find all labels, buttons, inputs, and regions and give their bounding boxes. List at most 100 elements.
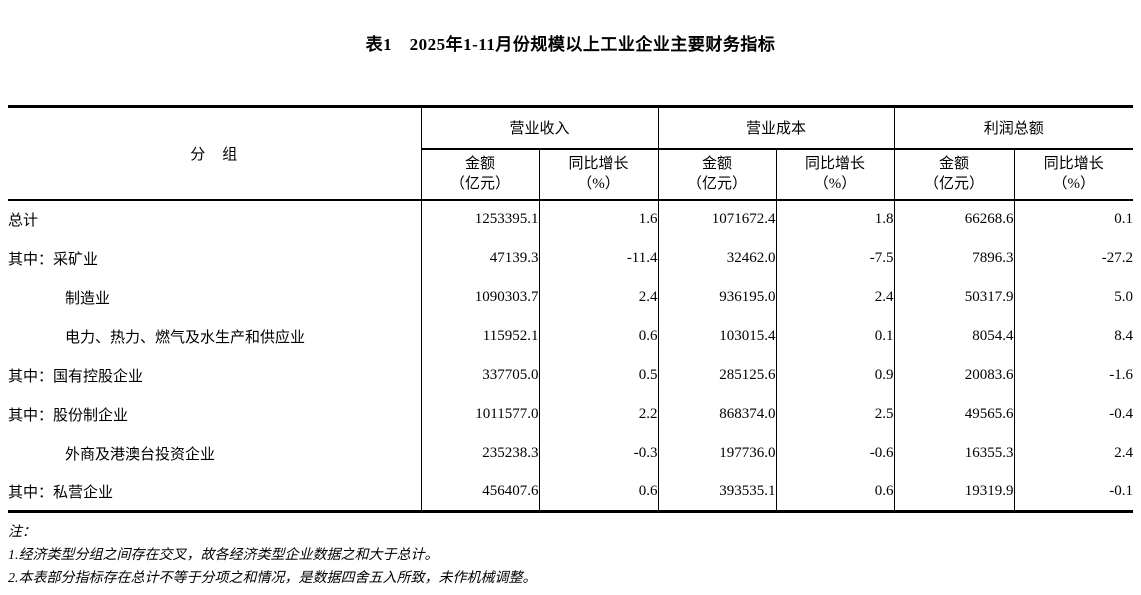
row-label: 制造业 xyxy=(8,278,421,317)
cell-revenue-growth: -11.4 xyxy=(538,238,659,278)
table-row-utilities: 电力、热力、燃气及水生产和供应业 115952.1 0.6 103015.4 0… xyxy=(8,316,1134,356)
cell-profit-amount: 66268.6 xyxy=(893,199,1015,239)
row-label: 电力、热力、燃气及水生产和供应业 xyxy=(8,317,421,356)
subheader-line2: （亿元） xyxy=(687,176,748,192)
header-total-profit: 利润总额 xyxy=(893,106,1134,150)
row-label-prefix: 其中： xyxy=(8,484,54,501)
cell-profit-growth: -1.6 xyxy=(1013,355,1134,395)
table-title: 表1 2025年1-11月份规模以上工业企业主要财务指标 xyxy=(365,35,776,54)
row-label-name: 制造业 xyxy=(65,290,111,307)
cell-profit-growth: 8.4 xyxy=(1013,316,1134,356)
subheader-line2: （%） xyxy=(813,176,857,192)
cell-cost-growth: 0.1 xyxy=(775,316,895,356)
subheader-profit-growth: 同比增长 （%） xyxy=(1013,148,1134,201)
cell-cost-amount: 197736.0 xyxy=(657,433,777,473)
cell-cost-growth: 1.8 xyxy=(775,199,895,239)
cell-revenue-amount: 235238.3 xyxy=(420,433,539,473)
table-row-manufacturing: 制造业 1090303.7 2.4 936195.0 2.4 50317.9 5… xyxy=(8,277,1134,317)
subheader-line1: 金额 xyxy=(464,156,495,172)
cell-profit-growth: 2.4 xyxy=(1013,433,1134,473)
cell-cost-growth: 0.9 xyxy=(775,355,895,395)
cell-cost-amount: 103015.4 xyxy=(657,316,777,356)
cell-cost-amount: 1071672.4 xyxy=(657,199,777,239)
cell-cost-growth: 2.4 xyxy=(775,277,895,317)
table-row-foreign-invested: 外商及港澳台投资企业 235238.3 -0.3 197736.0 -0.6 1… xyxy=(8,433,1134,473)
row-label: 外商及港澳台投资企业 xyxy=(8,434,421,473)
footnotes: 注： 1.经济类型分组之间存在交叉，故各经济类型企业数据之和大于总计。 2.本表… xyxy=(8,521,1128,590)
table-row-state-owned: 其中：国有控股企业 337705.0 0.5 285125.6 0.9 2008… xyxy=(8,355,1134,395)
cell-cost-amount: 936195.0 xyxy=(657,277,777,317)
row-label: 其中：私营企业 xyxy=(8,473,421,512)
cell-revenue-growth: 0.6 xyxy=(538,316,659,356)
row-label: 总计 xyxy=(8,200,421,239)
cell-profit-amount: 20083.6 xyxy=(893,355,1015,395)
cell-profit-amount: 19319.9 xyxy=(893,472,1015,512)
header-row-subcolumns: 金额 （亿元） 同比增长 （%） 金额 （亿元） 同比增长 （%） xyxy=(8,148,1134,201)
subheader-cost-amount: 金额 （亿元） xyxy=(657,148,777,201)
subheader-cost-growth: 同比增长 （%） xyxy=(775,148,895,201)
row-label-name: 总计 xyxy=(8,213,39,229)
cell-revenue-growth: 2.2 xyxy=(538,394,659,434)
row-label-name: 外商及港澳台投资企业 xyxy=(65,446,216,463)
header-operating-revenue: 营业收入 xyxy=(420,106,659,150)
header-group-column: 分 组 xyxy=(8,106,421,201)
subheader-line1: 同比增长 xyxy=(805,156,866,172)
header-operating-cost: 营业成本 xyxy=(657,106,895,150)
table-row-total: 总计 1253395.1 1.6 1071672.4 1.8 66268.6 0… xyxy=(8,199,1134,239)
cell-cost-growth: -0.6 xyxy=(775,433,895,473)
cell-cost-growth: 2.5 xyxy=(775,394,895,434)
subheader-revenue-growth: 同比增长 （%） xyxy=(538,148,659,201)
cell-cost-growth: -7.5 xyxy=(775,238,895,278)
subheader-line2: （亿元） xyxy=(924,176,985,192)
row-label-prefix: 其中： xyxy=(8,407,54,424)
subheader-line2: （%） xyxy=(577,176,620,192)
financial-table-container: 分 组 营业收入 营业成本 利润总额 金额 （亿元） 同比增长 （%） 金 xyxy=(8,105,1134,513)
cell-cost-amount: 285125.6 xyxy=(657,355,777,395)
row-label-prefix: 其中： xyxy=(8,251,54,268)
cell-profit-amount: 49565.6 xyxy=(893,394,1015,434)
footnote-heading: 注： xyxy=(8,525,36,540)
subheader-line1: 金额 xyxy=(939,156,970,172)
cell-profit-amount: 8054.4 xyxy=(893,316,1015,356)
cell-cost-growth: 0.6 xyxy=(775,472,895,512)
cell-profit-growth: 0.1 xyxy=(1013,199,1134,239)
table-row-private: 其中：私营企业 456407.6 0.6 393535.1 0.6 19319.… xyxy=(8,472,1134,512)
cell-revenue-growth: -0.3 xyxy=(538,433,659,473)
cell-revenue-amount: 1090303.7 xyxy=(420,277,539,317)
cell-profit-growth: -27.2 xyxy=(1013,238,1134,278)
row-label-name: 国有控股企业 xyxy=(53,368,144,385)
cell-profit-growth: -0.1 xyxy=(1013,472,1134,512)
cell-profit-amount: 7896.3 xyxy=(893,238,1015,278)
row-label-name: 私营企业 xyxy=(53,484,114,501)
row-label-name: 股份制企业 xyxy=(53,407,129,424)
cell-profit-growth: 5.0 xyxy=(1013,277,1134,317)
financial-indicators-table: 分 组 营业收入 营业成本 利润总额 金额 （亿元） 同比增长 （%） 金 xyxy=(8,105,1134,513)
footnote-item-1: 1.经济类型分组之间存在交叉，故各经济类型企业数据之和大于总计。 xyxy=(8,548,439,563)
subheader-line1: 同比增长 xyxy=(568,156,629,172)
cell-cost-amount: 393535.1 xyxy=(657,472,777,512)
cell-cost-amount: 868374.0 xyxy=(657,394,777,434)
cell-revenue-amount: 456407.6 xyxy=(420,472,539,512)
cell-revenue-amount: 1011577.0 xyxy=(420,394,539,434)
footnote-item-2: 2.本表部分指标存在总计不等于分项之和情况，是数据四舍五入所致，未作机械调整。 xyxy=(8,571,537,586)
cell-profit-growth: -0.4 xyxy=(1013,394,1134,434)
row-label: 其中：采矿业 xyxy=(8,239,421,278)
subheader-line2: （%） xyxy=(1052,176,1096,192)
cell-revenue-amount: 115952.1 xyxy=(420,316,539,356)
table-row-mining: 其中：采矿业 47139.3 -11.4 32462.0 -7.5 7896.3… xyxy=(8,238,1134,278)
cell-profit-amount: 50317.9 xyxy=(893,277,1015,317)
cell-revenue-growth: 1.6 xyxy=(538,199,659,239)
cell-revenue-amount: 1253395.1 xyxy=(420,199,539,239)
cell-revenue-growth: 0.6 xyxy=(538,472,659,512)
row-label: 其中：股份制企业 xyxy=(8,395,421,434)
cell-revenue-amount: 47139.3 xyxy=(420,238,539,278)
row-label: 其中：国有控股企业 xyxy=(8,356,421,395)
subheader-line1: 金额 xyxy=(702,156,733,172)
subheader-profit-amount: 金额 （亿元） xyxy=(893,148,1015,201)
cell-revenue-amount: 337705.0 xyxy=(420,355,539,395)
header-row-groups: 分 组 营业收入 营业成本 利润总额 xyxy=(8,106,1134,201)
cell-revenue-growth: 2.4 xyxy=(538,277,659,317)
row-label-name: 电力、热力、燃气及水生产和供应业 xyxy=(65,329,306,346)
subheader-revenue-amount: 金额 （亿元） xyxy=(420,148,539,201)
